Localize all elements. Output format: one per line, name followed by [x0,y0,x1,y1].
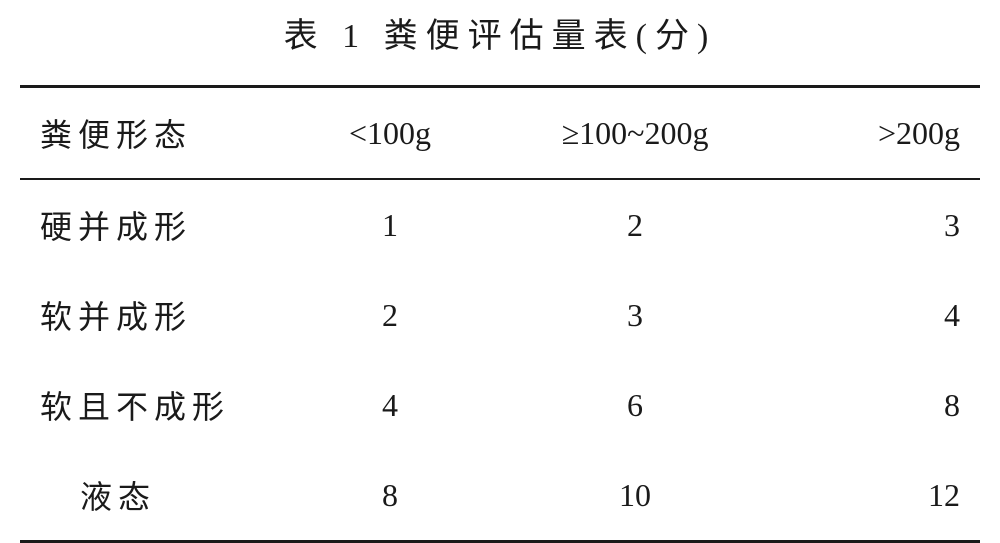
row-label: 硬并成形 [20,179,290,270]
cell-value: 2 [490,179,780,270]
row-label: 液态 [20,450,290,542]
table-row: 硬并成形123 [20,179,980,270]
row-label: 软且不成形 [20,360,290,450]
cell-value: 2 [290,270,490,360]
table-row: 软且不成形468 [20,360,980,450]
cell-value: 4 [290,360,490,450]
table-header-row: 粪便形态 <100g ≥100~200g >200g [20,87,980,180]
stool-assessment-table: 粪便形态 <100g ≥100~200g >200g 硬并成形123软并成形23… [20,85,980,543]
col-header-gt200: >200g [780,87,980,180]
col-header-lt100: <100g [290,87,490,180]
cell-value: 3 [780,179,980,270]
table-caption: 表 1 粪便评估量表(分) [284,8,717,57]
cell-value: 3 [490,270,780,360]
cell-value: 8 [290,450,490,542]
cell-value: 8 [780,360,980,450]
cell-value: 1 [290,179,490,270]
col-header-100-200: ≥100~200g [490,87,780,180]
row-label: 软并成形 [20,270,290,360]
cell-value: 4 [780,270,980,360]
table-row: 软并成形234 [20,270,980,360]
table-row: 液态81012 [20,450,980,542]
cell-value: 6 [490,360,780,450]
cell-value: 12 [780,450,980,542]
table-body: 硬并成形123软并成形234软且不成形468液态81012 [20,179,980,542]
col-header-form: 粪便形态 [20,87,290,180]
cell-value: 10 [490,450,780,542]
